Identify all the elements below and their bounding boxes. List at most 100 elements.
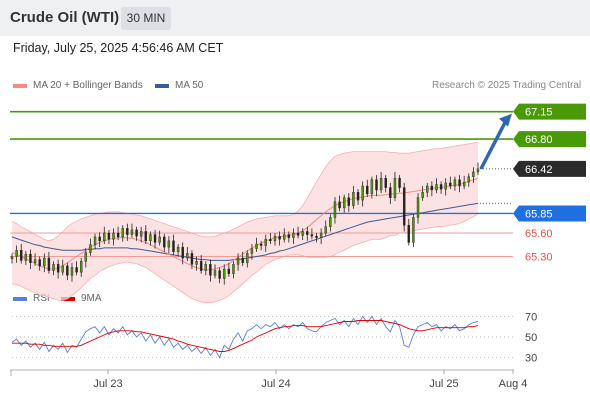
candle-body [75,267,78,273]
level-label-65.30: 65.30 [525,252,553,264]
candle-body [195,261,198,265]
candle-body [70,267,74,276]
level-label-65.85: 65.85 [525,208,553,220]
level-tag-65.85 [513,205,586,222]
candle-body [306,231,309,235]
candle-body [176,246,180,253]
candle-body [347,197,351,206]
candle-body [412,217,415,243]
candle-body [389,187,392,198]
candle-body [444,182,447,190]
legend-ma50-swatch [155,83,169,88]
legend-rsi: RSI [13,293,50,304]
x-tick-label: Jul 23 [93,378,122,390]
candle-body [462,181,466,187]
candle-body [250,248,254,254]
candle-body [458,179,461,187]
x-tick-label: Aug 4 [499,378,528,390]
candle-body [163,236,166,248]
candle-body [426,185,429,193]
candle-body [33,259,37,263]
level-label-66.42: 66.42 [525,164,553,176]
candle-body [126,228,129,235]
candle-body [139,231,143,237]
candle-body [149,234,152,242]
rsi-tick-label: 30 [525,353,537,365]
candle-body [43,257,46,267]
candle-body [89,244,92,253]
candle-body [319,232,323,238]
candle-body [130,229,134,235]
candle-body [264,239,267,246]
candle-body [449,182,452,187]
candle-body [167,240,171,248]
candle-body [172,240,175,253]
candle-body [416,197,420,218]
candle-body [38,259,41,267]
candle-body [453,179,457,187]
candle-body [98,236,101,242]
candle-body [103,232,106,242]
candle-body [218,270,221,279]
candle-body [246,253,249,263]
candle-body [29,253,32,263]
candle-body [190,253,194,265]
candle-body [204,264,207,271]
candle-body [121,228,124,238]
candle-body [430,185,434,191]
candle-body [398,178,401,188]
candle-body [278,235,281,240]
candle-body [93,236,97,245]
chart-datetime: Friday, July 25, 2025 4:56:46 AM CET [13,41,224,55]
candle-body [236,257,240,265]
candle-body [273,235,277,242]
x-tick-label: Jul 25 [429,378,458,390]
candle-body [342,197,346,209]
candle-body [379,178,383,191]
candle-body [10,256,14,260]
candle-body [435,184,438,191]
candle-body [301,231,304,236]
candle-body [158,236,161,243]
candle-body [15,250,18,257]
level-tag-66.42 [513,160,586,177]
rsi-tick-label: 70 [525,311,537,323]
rsi-line [11,315,479,359]
candle-body [107,232,111,240]
candle-body [255,243,258,249]
timeframe-selector[interactable]: 30 MIN [121,7,171,30]
candle-body [476,168,480,173]
level-tag-66.80 [513,131,586,148]
candle-body [66,265,69,276]
chart-header: Crude Oil (WTI) 30 MIN [0,0,590,36]
candle-body [56,264,60,273]
candle-body [84,252,88,262]
legend-rsi-swatch [13,296,27,301]
candle-body [24,253,28,261]
candle-body [310,234,314,237]
legend-ma50-label: MA 50 [175,80,204,91]
bollinger-band [12,142,478,303]
candle-body [52,264,55,271]
candle-body [370,179,374,195]
candle-body [47,257,51,271]
candle-body [112,232,115,240]
x-tick-label: Jul 24 [261,378,290,390]
legend-rsi-label: RSI [33,293,50,304]
candle-body [329,217,332,227]
candle-body [181,246,184,259]
candle-body [315,235,318,238]
candle-body [80,261,83,273]
candle-body [227,268,231,274]
candle-body [259,243,263,246]
candle-body [199,261,203,271]
candle-body [375,179,378,191]
candle-body [144,231,148,242]
level-label-67.15: 67.15 [525,107,553,119]
candle-body [402,187,406,226]
rsi-tick-label: 50 [525,332,537,344]
level-tag-67.15 [513,103,586,120]
legend-rsi-ma-label: 9MA [81,293,102,304]
candle-body [287,234,291,238]
